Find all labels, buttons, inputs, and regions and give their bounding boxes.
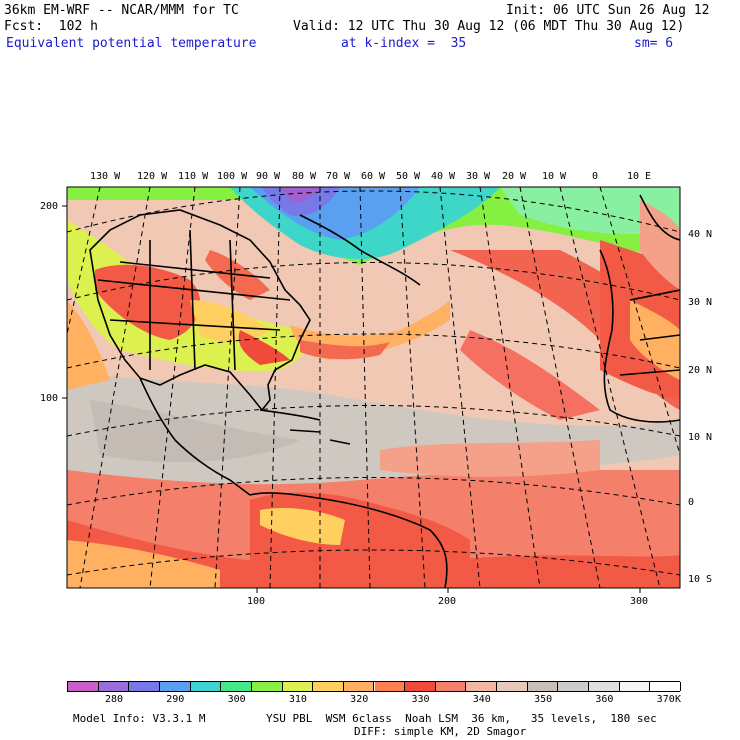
legend-label: 350	[534, 694, 553, 705]
lon-label: 0	[592, 171, 599, 182]
lon-label: 40 W	[431, 171, 456, 182]
legend-swatch	[527, 682, 559, 691]
lon-label: 130 W	[90, 171, 121, 182]
legend-label: 290	[166, 694, 185, 705]
legend-swatch	[650, 682, 681, 691]
lon-label: 120 W	[137, 171, 168, 182]
model-title: 36km EM-WRF -- NCAR/MMM for TC	[4, 3, 239, 18]
legend-swatch	[435, 682, 467, 691]
legend-swatch	[190, 682, 222, 691]
coastlines	[89, 194, 680, 588]
legend-unit: K	[675, 694, 682, 705]
legend-swatch	[558, 682, 590, 691]
y-axis-label: 100	[40, 393, 59, 404]
x-axis-label: 100	[247, 596, 266, 607]
legend-swatch	[466, 682, 498, 691]
lon-label: 110 W	[178, 171, 209, 182]
legend-label: 320	[350, 694, 369, 705]
lat-label: 20 N	[688, 365, 713, 376]
field-name: Equivalent potential temperature	[6, 36, 257, 51]
legend-label: 360	[595, 694, 614, 705]
lon-label: 30 W	[466, 171, 491, 182]
legend-swatch	[251, 682, 283, 691]
legend-swatch	[221, 682, 252, 691]
lon-label: 70 W	[326, 171, 351, 182]
legend-swatch	[405, 682, 436, 691]
graticule	[67, 187, 680, 588]
legend-label: 370	[656, 694, 675, 705]
legend-swatch	[619, 682, 651, 691]
legend-swatch	[282, 682, 314, 691]
x-axis-label: 200	[438, 596, 457, 607]
smoothing-info: sm= 6	[634, 36, 674, 51]
legend-label: 330	[411, 694, 430, 705]
lat-label: 0	[688, 497, 695, 508]
model-info: Model Info: V3.3.1 M	[73, 712, 206, 725]
theta-e-field	[67, 187, 680, 588]
lon-label: 20 W	[502, 171, 527, 182]
legend-swatch	[374, 682, 406, 691]
physics-info: YSU PBL WSM 6class Noah LSM 36 km, 35 le…	[266, 712, 657, 725]
legend-swatch	[313, 682, 344, 691]
legend-swatch	[129, 682, 160, 691]
lon-label: 50 W	[396, 171, 421, 182]
level-info: at k-index = 35	[341, 36, 467, 51]
legend-swatch	[497, 682, 528, 691]
map-frame	[66, 186, 681, 589]
lon-label: 90 W	[256, 171, 281, 182]
legend-swatch	[98, 682, 130, 691]
y-axis-label: 200	[40, 201, 59, 212]
init-time: Init: 06 UTC Sun 26 Aug 12	[506, 3, 710, 18]
legend-swatch	[159, 682, 191, 691]
legend-swatch	[343, 682, 375, 691]
lon-label: 100 W	[217, 171, 248, 182]
legend-label: 310	[288, 694, 307, 705]
diffusion-info: DIFF: simple KM, 2D Smagor	[354, 725, 527, 738]
lon-label: 10 E	[627, 171, 652, 182]
legend-swatch	[589, 682, 620, 691]
valid-time: Valid: 12 UTC Thu 30 Aug 12 (06 MDT Thu …	[293, 19, 685, 34]
lat-label: 10 N	[688, 432, 713, 443]
lon-label: 60 W	[361, 171, 386, 182]
forecast-hour: Fcst: 102 h	[4, 19, 98, 34]
lon-label: 80 W	[292, 171, 317, 182]
lat-label: 10 S	[688, 574, 713, 585]
color-legend	[67, 681, 681, 692]
lon-label: 10 W	[542, 171, 567, 182]
lat-label: 40 N	[688, 229, 713, 240]
x-axis-label: 300	[630, 596, 649, 607]
legend-label: 280	[104, 694, 124, 705]
lat-label: 30 N	[688, 297, 713, 308]
legend-label: 300	[227, 694, 246, 705]
legend-label: 340	[472, 694, 491, 705]
legend-swatch	[68, 682, 99, 691]
